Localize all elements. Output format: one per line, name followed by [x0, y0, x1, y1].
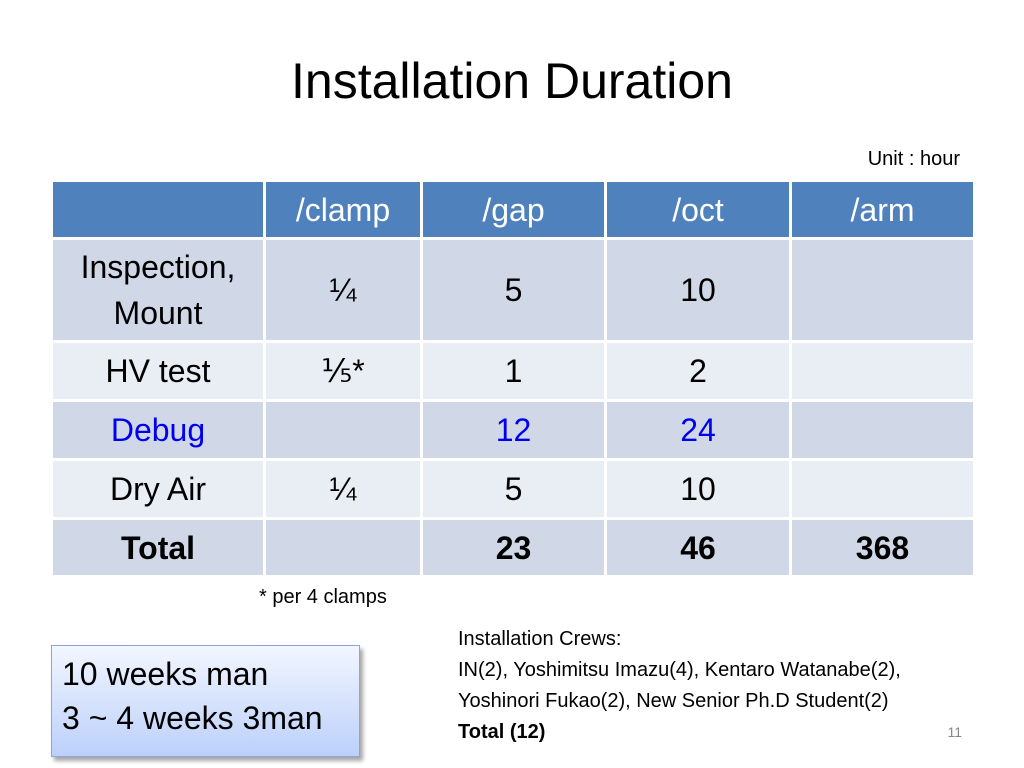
table-cell: 5 [420, 458, 607, 520]
row-label-cell: Dry Air [50, 458, 266, 520]
table-cell [263, 517, 423, 578]
header-cell-arm: /arm [789, 179, 976, 240]
header-cell-oct: /oct [604, 179, 792, 240]
crews-line: Yoshinori Fukao(2), New Senior Ph.D Stud… [458, 690, 889, 712]
table-cell: 368 [789, 517, 976, 578]
table-row: Dry Air ¼ 5 10 [50, 458, 976, 520]
table-cell [789, 458, 976, 520]
table-cell: 2 [604, 340, 792, 402]
row-label-cell: Debug [50, 399, 266, 461]
table-row: Inspection, Mount ¼ 5 10 [50, 237, 976, 343]
table-cell: ⅕* [263, 340, 423, 402]
table-cell: ¼ [263, 237, 423, 343]
crews-line: IN(2), Yoshimitsu Imazu(4), Kentaro Wata… [458, 659, 901, 681]
row-label-cell: Inspection, Mount [50, 237, 266, 343]
installation-crews: Installation Crews: IN(2), Yoshimitsu Im… [458, 624, 998, 748]
summary-line: 3 ~ 4 weeks 3man [62, 700, 323, 736]
table-row: Debug 12 24 [50, 399, 976, 461]
summary-line: 10 weeks man [62, 656, 269, 692]
table-row-total: Total 23 46 368 [50, 517, 976, 578]
table-cell: 46 [604, 517, 792, 578]
crews-heading: Installation Crews: [458, 628, 622, 650]
table-cell: 10 [604, 237, 792, 343]
table-cell: ¼ [263, 458, 423, 520]
table-cell [789, 399, 976, 461]
summary-box: 10 weeks man 3 ~ 4 weeks 3man [51, 645, 360, 757]
slide-number: 11 [947, 724, 962, 740]
header-cell-clamp: /clamp [263, 179, 423, 240]
row-label-line: Mount [113, 295, 203, 331]
footnote: * per 4 clamps [259, 586, 387, 608]
row-label-cell: HV test [50, 340, 266, 402]
table-cell: 12 [420, 399, 607, 461]
table-cell [789, 340, 976, 402]
table-cell: 10 [604, 458, 792, 520]
table-cell [789, 237, 976, 343]
header-cell-gap: /gap [420, 179, 607, 240]
table-cell: 1 [420, 340, 607, 402]
slide-title: Installation Duration [291, 53, 733, 109]
crews-total: Total (12) [458, 721, 546, 743]
duration-table: /clamp /gap /oct /arm Inspection, Mount ¼… [50, 179, 976, 578]
table-row: HV test ⅕* 1 2 [50, 340, 976, 402]
table-cell [263, 399, 423, 461]
header-cell-blank [50, 179, 266, 240]
row-label-cell: Total [50, 517, 266, 578]
row-label-line: Inspection, [80, 249, 236, 285]
table-cell: 5 [420, 237, 607, 343]
header-row: /clamp /gap /oct /arm [50, 179, 976, 240]
table-cell: 24 [604, 399, 792, 461]
unit-note: Unit : hour [867, 148, 960, 170]
table-cell: 23 [420, 517, 607, 578]
